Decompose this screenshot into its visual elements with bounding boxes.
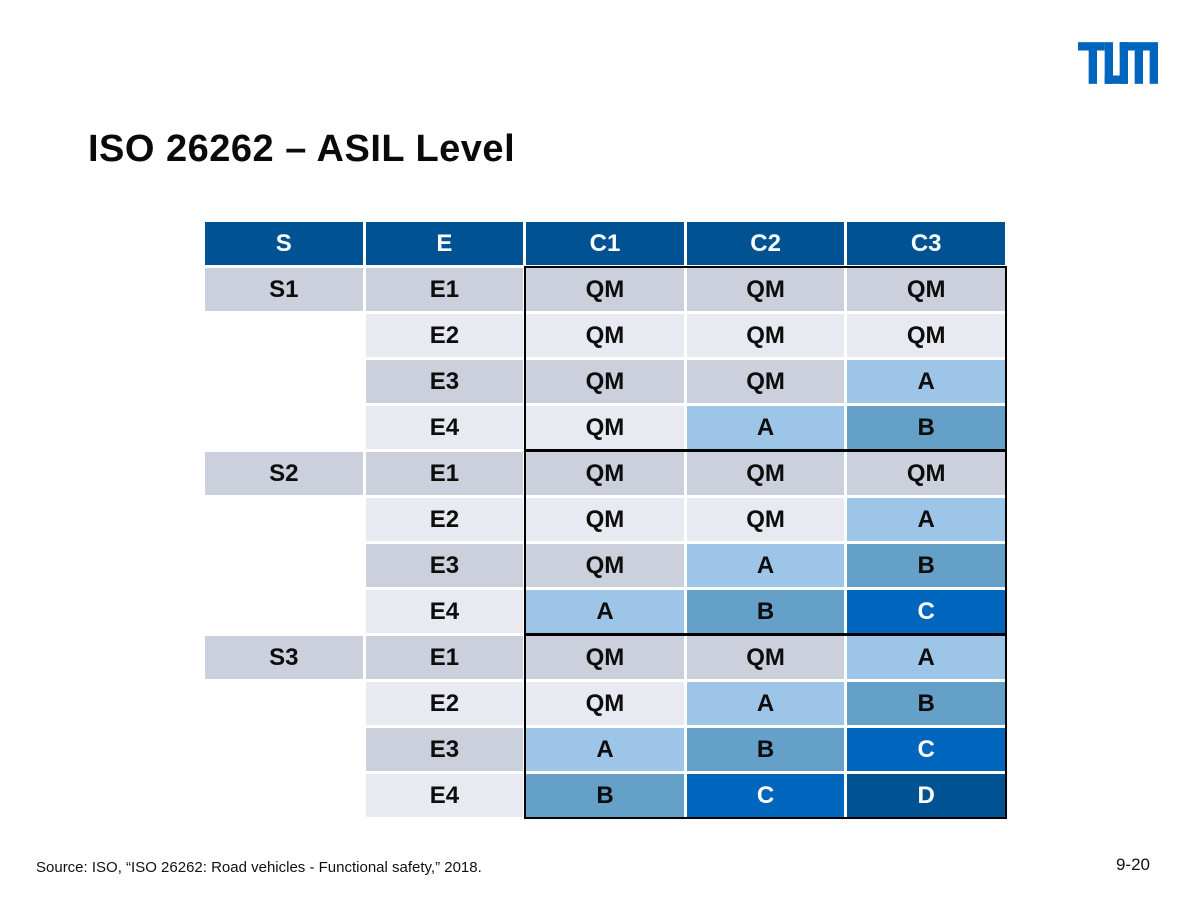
asil-cell-s3-e3-c3: C xyxy=(847,728,1005,771)
exposure-column: E1 E2 E3 E4 xyxy=(365,268,524,449)
asil-cell-s3-e1-c3: A xyxy=(847,636,1005,679)
asil-cell-s1-e1-c3: QM xyxy=(847,268,1005,311)
page-number: 9-20 xyxy=(1115,855,1150,874)
asil-cell-s3-e2-c3: B xyxy=(847,682,1005,725)
asil-cell-s2-e2-c3: A xyxy=(847,498,1005,541)
page-title: ISO 26262 – ASIL Level xyxy=(88,128,516,170)
e-label-cell: E1 xyxy=(365,268,524,311)
col-header-e: E xyxy=(365,222,524,265)
col-header-s: S xyxy=(205,222,363,265)
asil-cell-s3-e1-c2: QM xyxy=(686,636,845,679)
asil-cell-s1-e2-c2: QM xyxy=(686,314,845,357)
e-label-cell: E3 xyxy=(365,728,524,771)
asil-cell-s1-e2-c1: QM xyxy=(526,314,684,357)
asil-cell-s1-e2-c3: QM xyxy=(847,314,1005,357)
exposure-column: E1 E2 E3 E4 xyxy=(365,636,524,817)
asil-cell-s2-e3-c3: B xyxy=(847,544,1005,587)
e-label-cell: E4 xyxy=(365,590,524,633)
e-label-cell: E4 xyxy=(365,774,524,817)
asil-cell-s2-e4-c3: C xyxy=(847,590,1005,633)
asil-cell-s1-e1-c2: QM xyxy=(686,268,845,311)
s-label-cell: S2 xyxy=(205,452,363,495)
col-header-c2: C2 xyxy=(686,222,845,265)
asil-cell-s3-e2-c1: QM xyxy=(526,682,684,725)
severity-group-s1: S1 E1 E2 E3 E4 QM QM QM QM QM QM QM QM A… xyxy=(205,266,1007,451)
asil-cell-s2-e3-c2: A xyxy=(686,544,845,587)
e-label-cell: E4 xyxy=(365,406,524,449)
asil-cell-s2-e3-c1: QM xyxy=(526,544,684,587)
s-label-cell: S3 xyxy=(205,636,363,679)
asil-cell-s3-e1-c1: QM xyxy=(526,636,684,679)
e-label-cell: E3 xyxy=(365,544,524,587)
asil-cell-s1-e3-c2: QM xyxy=(686,360,845,403)
asil-cell-s1-e3-c3: A xyxy=(847,360,1005,403)
e-label-cell: E2 xyxy=(365,314,524,357)
severity-group-s2: S2 E1 E2 E3 E4 QM QM QM QM QM A QM A B A… xyxy=(205,450,1007,635)
source-citation: Source: ISO, “ISO 26262: Road vehicles -… xyxy=(36,859,482,876)
asil-matrix-block-s3: QM QM A QM A B A B C B C D xyxy=(524,634,1007,819)
asil-cell-s3-e4-c2: C xyxy=(686,774,845,817)
e-label-cell: E1 xyxy=(365,636,524,679)
asil-cell-s3-e4-c1: B xyxy=(526,774,684,817)
e-label-cell: E3 xyxy=(365,360,524,403)
e-label-cell: E1 xyxy=(365,452,524,495)
asil-cell-s2-e1-c3: QM xyxy=(847,452,1005,495)
col-header-c1: C1 xyxy=(526,222,684,265)
tum-logo-icon xyxy=(1078,42,1158,84)
asil-cell-s3-e3-c1: A xyxy=(526,728,684,771)
asil-cell-s1-e4-c2: A xyxy=(686,406,845,449)
asil-cell-s1-e1-c1: QM xyxy=(526,268,684,311)
asil-matrix-block-s2: QM QM QM QM QM A QM A B A B C xyxy=(524,450,1007,635)
asil-cell-s2-e2-c1: QM xyxy=(526,498,684,541)
asil-cell-s3-e3-c2: B xyxy=(686,728,845,771)
asil-cell-s1-e3-c1: QM xyxy=(526,360,684,403)
asil-cell-s2-e1-c2: QM xyxy=(686,452,845,495)
asil-cell-s2-e4-c1: A xyxy=(526,590,684,633)
asil-matrix-block-s1: QM QM QM QM QM QM QM QM A QM A B xyxy=(524,266,1007,451)
asil-cell-s1-e4-c3: B xyxy=(847,406,1005,449)
asil-cell-s2-e4-c2: B xyxy=(686,590,845,633)
asil-cell-s1-e4-c1: QM xyxy=(526,406,684,449)
table-header-row: S E C1 C2 C3 xyxy=(205,222,1005,265)
col-header-c3: C3 xyxy=(847,222,1005,265)
asil-cell-s3-e4-c3: D xyxy=(847,774,1005,817)
e-label-cell: E2 xyxy=(365,682,524,725)
e-label-cell: E2 xyxy=(365,498,524,541)
severity-group-s3: S3 E1 E2 E3 E4 QM QM A QM A B A B C B C … xyxy=(205,634,1007,819)
asil-cell-s2-e2-c2: QM xyxy=(686,498,845,541)
asil-cell-s2-e1-c1: QM xyxy=(526,452,684,495)
exposure-column: E1 E2 E3 E4 xyxy=(365,452,524,633)
asil-cell-s3-e2-c2: A xyxy=(686,682,845,725)
asil-determination-table: S E C1 C2 C3 S1 E1 E2 E3 E4 QM QM QM QM … xyxy=(205,222,1007,819)
s-label-cell: S1 xyxy=(205,268,363,311)
